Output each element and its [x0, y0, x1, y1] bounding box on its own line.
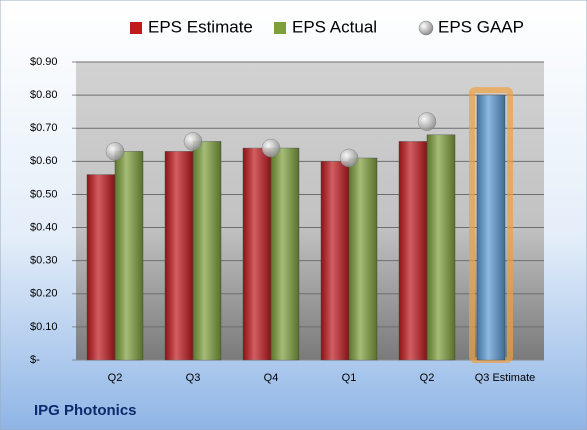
bar-sheen [193, 141, 221, 360]
y-tick-label: $0.40 [30, 221, 58, 233]
bar-sheen [399, 141, 427, 360]
y-tick-label: $0.60 [30, 155, 58, 167]
y-tick-label: $0.10 [30, 321, 58, 333]
legend-marker [418, 20, 434, 36]
x-tick-label: Q2 [420, 372, 435, 384]
legend-label: EPS GAAP [438, 17, 524, 36]
y-tick-label: $- [30, 354, 40, 366]
bar-sheen [87, 174, 115, 360]
chart-title: IPG Photonics [34, 402, 137, 419]
y-tick-label: $0.20 [30, 288, 58, 300]
x-tick-label: Q4 [264, 372, 279, 384]
y-tick-label: $0.50 [30, 188, 58, 200]
bar-sheen [349, 158, 377, 360]
y-tick-label: $0.80 [30, 89, 58, 101]
bar-sheen [427, 134, 455, 360]
gaap-marker [105, 142, 125, 161]
gaap-marker [261, 138, 281, 158]
legend-marker [274, 22, 286, 34]
bar-sheen [165, 151, 193, 360]
bar-sheen [115, 151, 143, 360]
bar-sheen [243, 148, 271, 360]
y-tick-label: $0.70 [30, 122, 58, 134]
y-tick-label: $0.30 [30, 255, 58, 267]
gaap-marker [183, 132, 203, 151]
legend-label: EPS Estimate [148, 17, 253, 36]
x-tick-label: Q2 [108, 372, 123, 384]
plot-area [76, 62, 544, 360]
bar-sheen [321, 161, 349, 360]
legend-marker [130, 22, 142, 34]
legend-label: EPS Actual [292, 17, 377, 36]
gaap-marker [339, 148, 359, 168]
x-tick-label: Q1 [342, 372, 357, 384]
bar-sheen [271, 148, 299, 360]
gaap-marker [417, 112, 437, 131]
bar-sheen [477, 95, 505, 360]
x-tick-label: Q3 Estimate [475, 372, 536, 384]
x-tick-label: Q3 [186, 372, 201, 384]
y-tick-label: $0.90 [30, 56, 58, 68]
